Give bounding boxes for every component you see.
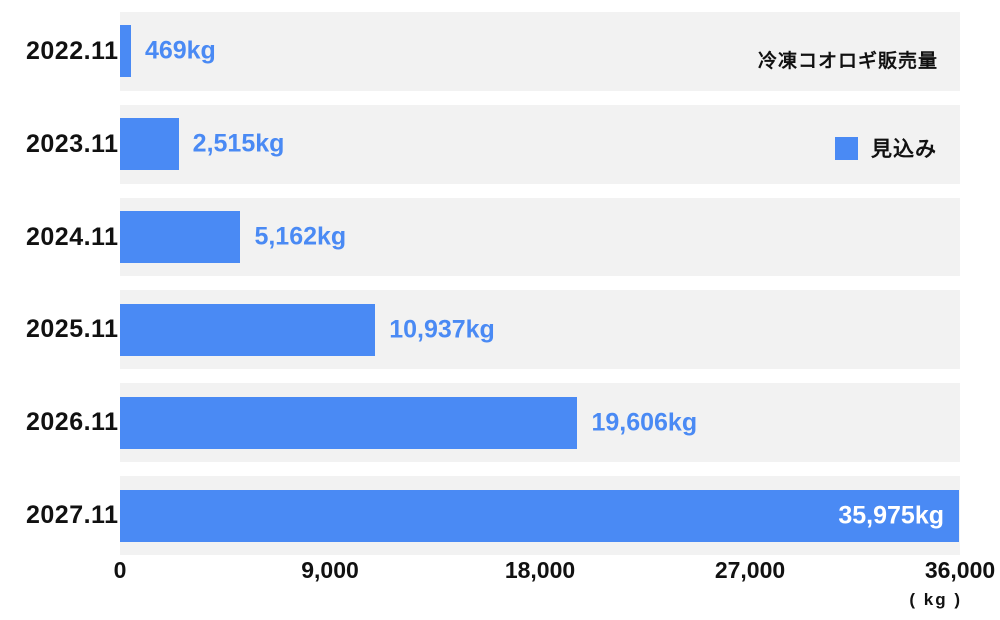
category-label: 2027.11 <box>26 501 119 530</box>
x-axis-tick-label: 0 <box>113 557 127 583</box>
chart-title: 冷凍コオロギ販売量 <box>757 51 938 72</box>
bar <box>120 211 241 264</box>
row-band: 19,606kg <box>120 383 960 463</box>
bar <box>120 396 578 449</box>
chart-row: 2023.11 2,515kg <box>0 104 960 184</box>
category-label: 2025.11 <box>26 315 119 344</box>
x-axis-tick-label: 18,000 <box>504 557 576 583</box>
value-label: 2,515kg <box>192 129 285 158</box>
bar <box>120 25 131 78</box>
bar <box>120 489 960 542</box>
value-label: 35,975kg <box>838 501 944 530</box>
value-label: 469kg <box>144 36 216 65</box>
legend-swatch <box>835 136 858 160</box>
x-axis-tick-label: 9,000 <box>301 557 359 583</box>
category-label: 2023.11 <box>26 129 119 158</box>
chart-row: 2026.11 19,606kg <box>0 383 960 463</box>
value-label: 5,162kg <box>254 222 347 251</box>
x-axis-tick-label: 36,000 <box>924 557 996 583</box>
chart-row: 2022.11 469kg <box>0 12 960 91</box>
category-label: 2026.11 <box>26 408 119 437</box>
x-axis-tick-label: 27,000 <box>714 557 786 583</box>
row-band: 35,975kg <box>120 476 960 555</box>
bar <box>120 303 376 356</box>
axis-unit-label: ( kg ) <box>909 590 962 609</box>
chart-row: 2027.11 35,975kg <box>0 476 960 555</box>
legend-label: 見込み <box>871 138 937 161</box>
row-band: 10,937kg <box>120 290 960 370</box>
category-label: 2022.11 <box>26 36 119 65</box>
row-band: 5,162kg <box>120 197 960 277</box>
value-label: 19,606kg <box>591 408 698 437</box>
value-label: 10,937kg <box>389 315 495 344</box>
bar <box>120 118 179 171</box>
chart-row: 2025.11 10,937kg <box>0 290 960 370</box>
chart-rows: 2022.11 469kg 2023.11 2,515kg 2024.11 5,162kg… <box>0 12 960 555</box>
category-label: 2024.11 <box>26 222 119 251</box>
row-band: 469kg <box>120 12 960 91</box>
row-band: 2,515kg <box>120 104 960 184</box>
x-axis: 0 9,000 18,000 27,000 36,000 <box>114 557 996 587</box>
chart-row: 2024.11 5,162kg <box>0 197 960 277</box>
legend: 見込み <box>835 133 937 163</box>
